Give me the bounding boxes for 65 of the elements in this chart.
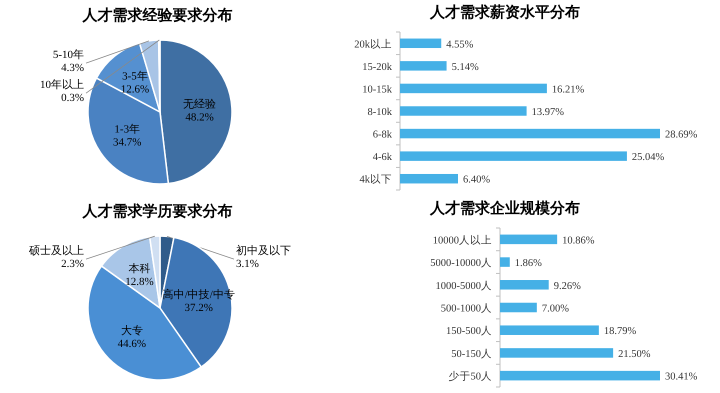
bar	[400, 61, 447, 71]
bar	[400, 174, 458, 184]
data-label: 37.2%	[184, 302, 213, 314]
y-tick-label: 4k以下	[360, 172, 392, 186]
y-tick-label: 6-8k	[372, 130, 393, 141]
y-tick-label: 5000-10000人	[430, 257, 492, 270]
y-tick-label: 1000-5000人	[436, 280, 492, 292]
data-label: 34.7%	[113, 136, 142, 148]
bar	[500, 325, 599, 335]
y-tick-label: 少于50人	[448, 370, 492, 383]
data-label: 1.86%	[514, 258, 542, 270]
y-tick-label: 10-15k	[362, 84, 393, 96]
bar	[400, 106, 527, 116]
data-label: 0.3%	[61, 92, 84, 104]
slice-label: 大专	[120, 324, 143, 337]
data-label: 4.3%	[61, 62, 84, 74]
y-tick-label: 8-10k	[368, 107, 393, 118]
y-tick-label: 10000人以上	[432, 233, 492, 246]
data-label: 3.1%	[236, 258, 259, 270]
slice-label: 10年以上	[40, 78, 84, 92]
data-label: 48.2%	[185, 112, 214, 124]
bar	[500, 348, 614, 358]
bar	[500, 302, 537, 312]
data-label: 16.21%	[552, 84, 585, 96]
bar	[400, 151, 627, 161]
y-tick-label: 20k以上	[354, 37, 392, 50]
data-label: 9.26%	[554, 280, 582, 292]
y-tick-label: 500-1000人	[440, 302, 492, 314]
bar	[400, 128, 660, 138]
bar	[500, 280, 549, 290]
chart-title: 人才需求企业规模分布	[429, 200, 580, 217]
bar	[400, 84, 547, 94]
data-label: 21.50%	[618, 348, 651, 360]
data-label: 25.04%	[632, 152, 665, 164]
data-label: 13.97%	[532, 107, 564, 118]
data-label: 28.69%	[665, 130, 698, 141]
y-tick-label: 4-6k	[372, 152, 393, 164]
y-tick-label: 150-500人	[446, 325, 492, 338]
slice-label: 硕士及以上	[28, 244, 84, 258]
data-label: 5.14%	[452, 62, 479, 73]
slice-label: 5-10年	[52, 49, 84, 62]
data-label: 10.86%	[562, 235, 595, 246]
bar	[400, 38, 442, 48]
data-label: 12.8%	[125, 276, 154, 288]
chart-title: 人才需求薪资水平分布	[429, 4, 580, 21]
chart-title: 人才需求经验要求分布	[82, 7, 232, 24]
data-label: 18.79%	[604, 326, 636, 338]
data-label: 2.3%	[61, 258, 84, 270]
bar	[500, 257, 510, 267]
slice-label: 3-5年	[122, 70, 148, 82]
data-label: 30.41%	[665, 372, 698, 383]
y-tick-label: 15-20k	[362, 62, 393, 73]
slice-label: 无经验	[183, 98, 216, 111]
y-tick-label: 50-150人	[451, 348, 492, 360]
data-label: 4.55%	[446, 39, 474, 50]
bar	[500, 234, 558, 244]
data-label: 44.6%	[118, 338, 146, 350]
slice-label: 本科	[128, 262, 150, 276]
data-label: 7.00%	[542, 304, 570, 314]
chart-title: 人才需求学历要求分布	[82, 203, 232, 220]
slice-label: 1-3年	[114, 123, 140, 136]
slice-label: 初中及以下	[236, 244, 291, 258]
bar	[500, 370, 660, 380]
data-label: 12.6%	[120, 83, 150, 96]
data-label: 6.40%	[463, 174, 490, 186]
